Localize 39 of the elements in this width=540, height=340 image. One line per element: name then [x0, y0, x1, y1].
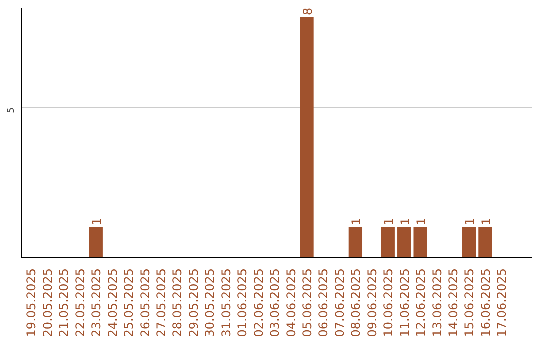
x-tick-label: 09.06.2025 [365, 268, 380, 338]
x-tick-label: 24.05.2025 [106, 268, 120, 338]
x-tick-label: 05.06.2025 [300, 268, 315, 338]
y-tick-label: 5 [6, 107, 17, 114]
x-tick-label: 26.05.2025 [138, 268, 152, 338]
x-tick-label: 04.06.2025 [284, 268, 298, 338]
x-tick-label: 22.05.2025 [73, 268, 88, 338]
x-tick-label: 27.05.2025 [154, 268, 169, 338]
data-label: 1 [479, 218, 494, 226]
x-tick-label: 12.06.2025 [414, 268, 428, 338]
x-tick-label: 19.05.2025 [24, 268, 39, 338]
data-label: 1 [382, 218, 396, 226]
x-tick-label: 06.06.2025 [316, 268, 331, 338]
x-tick-label: 14.06.2025 [446, 268, 461, 338]
x-tick-label: 25.05.2025 [122, 268, 136, 338]
data-label: 1 [350, 218, 364, 226]
x-tick-label: 16.06.2025 [478, 268, 493, 338]
x-tick-label: 07.06.2025 [332, 268, 347, 338]
x-tick-label: 01.06.2025 [236, 268, 250, 338]
x-tick-label: 29.05.2025 [186, 268, 201, 338]
x-tick-label: 15.06.2025 [462, 268, 477, 338]
data-label: 1 [398, 218, 412, 226]
x-tick-label: 11.06.2025 [398, 268, 412, 338]
data-label: 1 [90, 218, 104, 226]
x-tick-label: 20.05.2025 [40, 268, 55, 338]
x-tick-label: 17.06.2025 [495, 268, 510, 338]
x-tick-label: 23.05.2025 [90, 268, 104, 338]
data-label: 1 [414, 218, 429, 226]
x-tick-label: 13.06.2025 [430, 268, 444, 338]
x-tick-label: 03.06.2025 [268, 268, 282, 338]
x-tick-label: 10.06.2025 [382, 268, 396, 338]
data-label: 1 [463, 218, 478, 226]
data-label: 8 [301, 8, 316, 16]
x-tick-label: 02.06.2025 [252, 268, 266, 338]
x-tick-label: 28.05.2025 [170, 268, 185, 338]
x-tick-label: 30.05.2025 [203, 268, 218, 338]
x-tick-label: 31.05.2025 [219, 268, 234, 338]
x-tick-label: 21.05.2025 [57, 268, 72, 338]
x-tick-label: 08.06.2025 [349, 268, 364, 338]
